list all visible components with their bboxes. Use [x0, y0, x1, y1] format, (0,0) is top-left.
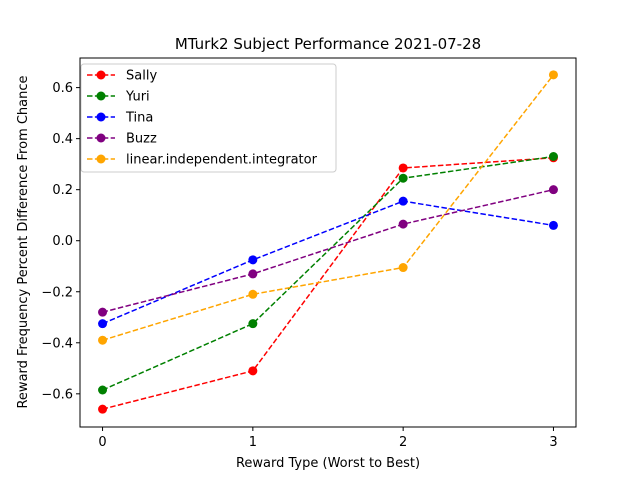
legend-box — [80, 63, 337, 173]
data-point — [548, 70, 558, 80]
legend-marker — [96, 70, 106, 80]
legend-label: Yuri — [125, 90, 150, 105]
y-tick-label: 0.6 — [52, 81, 73, 96]
data-point — [98, 385, 108, 395]
x-tick-label: 0 — [98, 435, 106, 450]
x-tick-label: 3 — [549, 435, 557, 450]
data-point — [98, 404, 108, 414]
series-line — [102, 74, 555, 341]
legend-marker — [96, 91, 106, 101]
series-line — [102, 200, 554, 325]
x-axis: 0 1 2 3 — [98, 427, 558, 450]
legend-label: Sally — [126, 69, 157, 84]
y-axis-title: Reward Frequency Percent Difference From… — [16, 75, 31, 408]
data-point — [248, 289, 258, 299]
data-point — [248, 319, 258, 329]
legend-label: linear.independent.integrator — [126, 153, 318, 168]
y-tick-label: 0.0 — [52, 234, 73, 249]
series-yuri — [98, 152, 558, 395]
data-point — [398, 173, 408, 183]
x-tick-label: 2 — [399, 435, 407, 450]
series-linear-independent-integrator — [98, 70, 558, 345]
data-point — [98, 335, 108, 345]
legend-label: Buzz — [126, 132, 157, 147]
legend-entry: Tina — [87, 111, 153, 126]
data-point — [398, 163, 408, 173]
legend-entry: linear.independent.integrator — [87, 153, 318, 168]
y-tick-label: −0.6 — [41, 387, 73, 402]
plot-frame — [79, 57, 577, 428]
y-axis: −0.6 −0.4 −0.2 0.0 0.2 0.4 0.6 — [41, 81, 80, 402]
y-tick-label: −0.4 — [41, 336, 73, 351]
y-tick-label: 0.4 — [52, 132, 73, 147]
legend-marker — [96, 112, 106, 122]
y-tick-label: −0.2 — [41, 285, 73, 300]
data-point — [248, 255, 258, 265]
legend: Sally Yuri Tina Buzz linear.independent.inte… — [80, 63, 337, 173]
chart-title: MTurk2 Subject Performance 2021-07-28 — [175, 35, 481, 53]
series-sally — [98, 153, 558, 414]
data-point — [98, 319, 108, 329]
legend-label: Tina — [125, 111, 153, 126]
data-point — [548, 220, 558, 230]
data-point — [248, 269, 258, 279]
legend-marker — [96, 133, 106, 143]
x-tick-label: 1 — [249, 435, 257, 450]
data-point — [398, 263, 408, 273]
series-buzz — [98, 185, 558, 317]
legend-marker — [96, 154, 106, 164]
series-tina — [98, 196, 558, 329]
series-line — [102, 157, 554, 410]
legend-entry: Yuri — [87, 90, 150, 105]
data-point — [398, 196, 408, 206]
y-tick-label: 0.2 — [52, 183, 73, 198]
x-axis-title: Reward Type (Worst to Best) — [236, 456, 420, 471]
data-point — [548, 185, 558, 195]
legend-entry: Buzz — [87, 132, 157, 147]
legend-entry: Sally — [87, 69, 157, 84]
series-line — [102, 155, 554, 391]
data-point — [548, 152, 558, 162]
data-point — [398, 219, 408, 229]
data-point — [248, 366, 258, 376]
plot-marks — [98, 70, 558, 414]
series-line — [102, 188, 554, 313]
data-point — [98, 307, 108, 317]
